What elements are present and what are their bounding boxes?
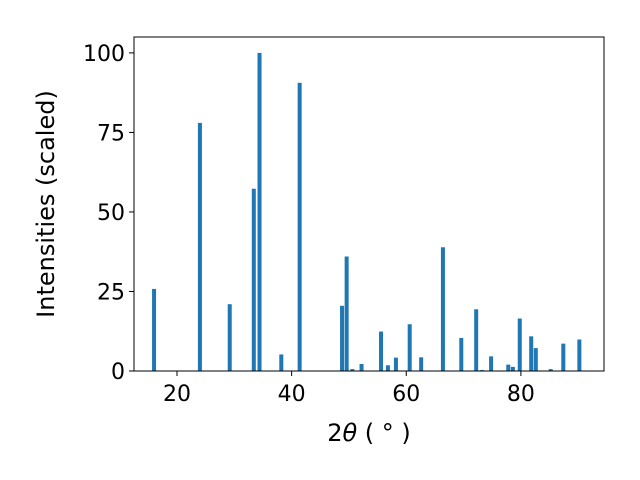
bar [385, 365, 390, 371]
bar [359, 364, 364, 371]
bar [393, 357, 398, 371]
bar [474, 309, 479, 371]
x-tick-label: 40 [278, 382, 306, 407]
bar [548, 369, 553, 371]
bar [459, 337, 464, 371]
y-tick-label: 75 [97, 121, 125, 146]
x-tick-label: 20 [163, 382, 191, 407]
bar [529, 336, 534, 371]
bar [279, 354, 284, 371]
y-tick-label: 100 [83, 42, 125, 67]
y-tick-label: 25 [97, 280, 125, 305]
bar [152, 288, 157, 371]
bar [257, 52, 262, 372]
bar [561, 343, 566, 371]
bar [517, 318, 522, 371]
bar [407, 324, 412, 371]
x-tick-label: 60 [392, 382, 420, 407]
bar [440, 247, 445, 371]
bar [489, 356, 494, 371]
bar [533, 348, 538, 371]
bar [419, 357, 424, 371]
x-axis-title-unit: ( ° ) [357, 419, 411, 447]
bar [197, 122, 202, 371]
x-axis-title-main: 2 [327, 419, 342, 447]
bar [379, 331, 384, 371]
plot-frame [133, 36, 605, 372]
y-tick-label: 0 [111, 360, 125, 385]
y-tick-label: 50 [97, 201, 125, 226]
bar [297, 82, 302, 371]
bar [344, 256, 349, 371]
x-axis-title-theta: θ [342, 419, 357, 447]
bar [251, 188, 256, 371]
y-axis-title: Intensities (scaled) [32, 90, 60, 318]
bar [506, 364, 511, 371]
x-axis-title: 2θ ( ° ) [327, 419, 411, 447]
bar [350, 369, 355, 371]
bars-group [152, 52, 582, 372]
bar [227, 304, 232, 371]
bar [340, 305, 345, 371]
bar [577, 339, 582, 371]
x-axis-ticks: 20 40 60 80 [163, 371, 535, 407]
y-axis-ticks: 0 25 50 75 100 [83, 42, 134, 385]
bar [510, 366, 515, 371]
x-tick-label: 80 [507, 382, 535, 407]
